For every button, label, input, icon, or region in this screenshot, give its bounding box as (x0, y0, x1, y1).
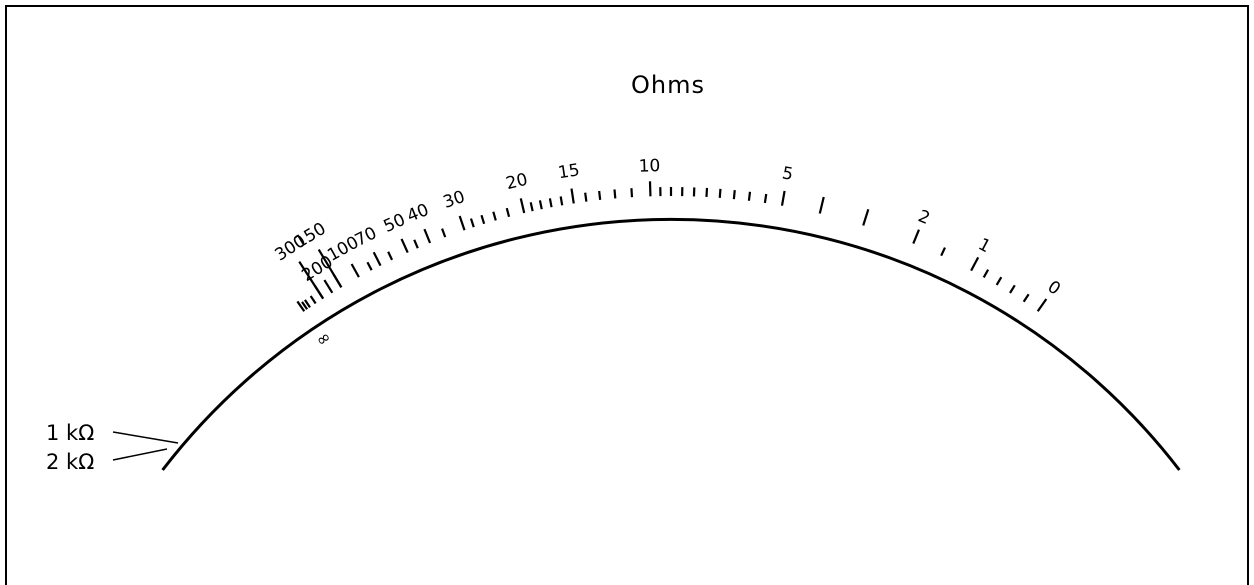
minor-tick-18 (540, 200, 542, 209)
minor-tick-80 (367, 262, 371, 270)
label-50: 50 (381, 210, 409, 237)
label-infinity: ∞ (312, 327, 335, 352)
major-tick-15 (571, 189, 573, 204)
leader-line-2k (113, 449, 167, 460)
minor-tick-0_4 (1010, 285, 1015, 293)
major-tick-2 (913, 230, 919, 244)
minor-tick-12 (615, 189, 616, 198)
leader-line-1k (113, 432, 178, 443)
minor-tick-5_5 (765, 194, 766, 203)
major-tick-3 (863, 209, 868, 225)
minor-tick-7 (720, 189, 721, 198)
minor-tick-26 (481, 215, 484, 224)
label-1k: 1 kΩ (46, 421, 94, 445)
label-0: 0 (1044, 277, 1064, 300)
label-10: 10 (638, 156, 660, 177)
minor-tick-500 (311, 296, 316, 303)
minor-tick-16 (561, 196, 563, 205)
minor-tick-35 (442, 229, 445, 237)
scale-title: Ohms (631, 71, 705, 99)
major-tick-200 (324, 280, 332, 293)
major-tick-50 (402, 239, 408, 253)
minor-tick-6 (749, 192, 750, 201)
minor-tick-6_5 (734, 190, 735, 199)
label-5: 5 (780, 163, 794, 185)
label-1: 1 (975, 234, 994, 257)
major-tick-20 (521, 198, 524, 213)
minor-tick-19 (531, 202, 533, 211)
major-tick-4 (820, 197, 824, 214)
major-tick-70 (374, 252, 381, 265)
minor-tick-0_6 (997, 277, 1002, 285)
minor-tick-0_8 (984, 270, 988, 278)
minor-tick-24 (493, 212, 495, 221)
label-20: 20 (504, 170, 530, 194)
label-30: 30 (441, 187, 468, 213)
major-tick-1 (971, 257, 978, 270)
major-tick-30 (460, 216, 465, 230)
minor-tick-17 (550, 198, 552, 207)
scale-arc (163, 219, 1180, 470)
major-tick-0 (1038, 299, 1047, 311)
minor-tick-45 (414, 240, 418, 248)
label-15: 15 (557, 160, 581, 183)
label-2k: 2 kΩ (46, 450, 94, 474)
minor-tick-1_5 (941, 248, 945, 256)
minor-tick-0_2 (1024, 294, 1029, 302)
minor-tick-14 (585, 193, 586, 202)
major-tick-5 (782, 191, 785, 206)
minor-tick-13 (599, 191, 600, 200)
major-tick-40 (424, 229, 430, 243)
label-2: 2 (915, 206, 933, 229)
tick-group (297, 181, 1046, 311)
major-tick-100 (352, 264, 359, 277)
minor-tick-22 (507, 208, 509, 217)
label-40: 40 (404, 200, 432, 227)
minor-tick-28 (471, 219, 474, 228)
minor-tick-60 (388, 252, 392, 260)
minor-tick-11 (631, 188, 632, 197)
